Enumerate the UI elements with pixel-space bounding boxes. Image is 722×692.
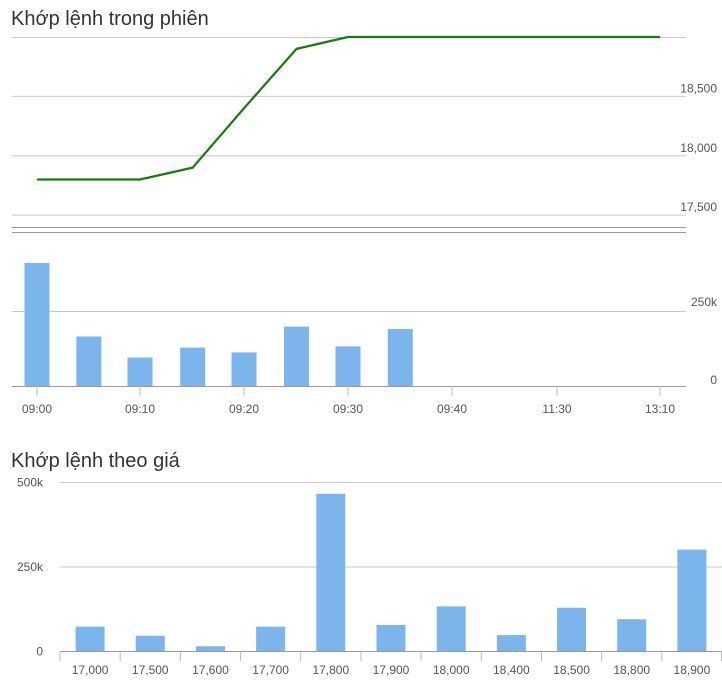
price-category-label: 18,000	[433, 663, 470, 677]
price-volume-bar	[195, 646, 225, 651]
price-tick-label: 17,500	[680, 200, 717, 214]
price-volume-bar	[135, 635, 165, 651]
volume-bar	[127, 357, 153, 386]
price-tick-label: 18,000	[680, 141, 717, 155]
volume-tick-label: 250k	[691, 295, 718, 309]
price-category-label: 18,800	[613, 663, 650, 677]
volume-bar	[387, 329, 413, 386]
price-category-label: 18,900	[674, 663, 711, 677]
price-category-label: 17,600	[192, 663, 229, 677]
price-category-label: 17,500	[132, 663, 169, 677]
price-volume-bar	[557, 607, 587, 651]
price-category-label: 18,400	[493, 663, 530, 677]
time-tick-label: 13:10	[645, 402, 675, 416]
price-line	[37, 35, 660, 181]
price-volume-bar	[677, 549, 707, 651]
time-tick-label: 11:30	[542, 402, 571, 416]
intraday-title: Khớp lệnh trong phiên	[11, 8, 209, 30]
volume-bar	[231, 352, 257, 386]
volume-bar	[335, 346, 361, 386]
time-tick-label: 09:20	[229, 402, 259, 416]
volume-bar	[76, 336, 102, 386]
price-volume-bar	[617, 619, 647, 651]
price-volume-bar	[436, 606, 466, 651]
price-category-label: 17,900	[373, 663, 410, 677]
price-volume-tick-label: 0	[36, 645, 43, 659]
time-tick-label: 09:30	[333, 402, 363, 416]
volume-tick-label: 0	[710, 373, 717, 387]
price-volume-bar	[496, 635, 526, 651]
price-category-label: 17,800	[312, 663, 349, 677]
price-volume-bar	[256, 626, 286, 651]
time-tick-label: 09:00	[22, 402, 52, 416]
price-category-label: 18,500	[553, 663, 590, 677]
price-category-label: 17,700	[252, 663, 289, 677]
price-category-label: 17,000	[72, 663, 109, 677]
by-price-title: Khớp lệnh theo giá	[11, 450, 180, 472]
time-tick-label: 09:40	[437, 402, 467, 416]
volume-bar	[284, 326, 309, 386]
price-tick-label: 18,500	[680, 81, 717, 95]
price-volume-bar	[316, 493, 346, 651]
volume-bar	[180, 347, 206, 386]
time-tick-label: 09:10	[125, 402, 155, 416]
price-volume-bar	[376, 624, 406, 651]
price-volume-tick-label: 250k	[17, 560, 44, 574]
price-volume-bar	[75, 626, 105, 651]
volume-bar	[24, 263, 50, 386]
price-volume-tick-label: 500k	[17, 476, 44, 490]
